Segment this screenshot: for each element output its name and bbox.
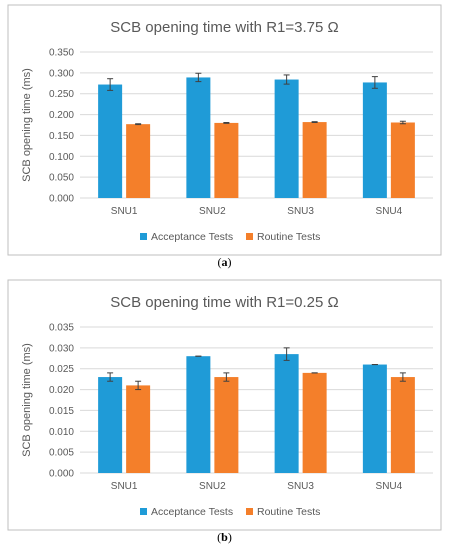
x-tick-label: SNU1 xyxy=(111,481,138,492)
y-tick-label: 0.020 xyxy=(49,385,74,396)
y-tick-label: 0.000 xyxy=(49,194,74,205)
y-tick-label: 0.300 xyxy=(49,68,74,79)
bar-acceptance-snu3 xyxy=(274,79,299,198)
bar-routine-snu1 xyxy=(126,124,151,198)
bar-acceptance-snu3 xyxy=(274,354,299,473)
y-tick-label: 0.025 xyxy=(49,364,74,375)
y-axis-label: SCB opening time (ms) xyxy=(21,68,33,182)
legend-swatch-acceptance xyxy=(140,508,147,515)
y-tick-label: 0.350 xyxy=(49,48,74,59)
legend-label-acceptance: Acceptance Tests xyxy=(151,506,233,518)
bar-routine-snu3 xyxy=(302,372,327,473)
x-tick-label: SNU3 xyxy=(287,206,314,217)
x-tick-label: SNU4 xyxy=(376,481,403,492)
legend-label-acceptance: Acceptance Tests xyxy=(151,231,233,243)
legend-label-routine: Routine Tests xyxy=(257,231,320,243)
chart-title: SCB opening time with R1=3.75 Ω xyxy=(110,19,338,36)
bar-chart-a: SCB opening time with R1=3.75 Ω 0.000 0.05… xyxy=(7,4,442,269)
legend-label-routine: Routine Tests xyxy=(257,506,320,518)
y-tick-label: 0.005 xyxy=(49,448,74,459)
bar-routine-snu4 xyxy=(390,377,415,473)
panel-caption-letter: b xyxy=(221,530,228,544)
bar-routine-snu3 xyxy=(302,122,327,198)
bar-routine-snu2 xyxy=(214,377,239,473)
bar-acceptance-snu2 xyxy=(186,77,211,198)
bar-acceptance-snu1 xyxy=(98,377,123,473)
legend-swatch-routine xyxy=(246,233,253,240)
y-tick-label: 0.035 xyxy=(49,323,74,334)
bar-chart-b: SCB opening time with R1=0.25 Ω 0.000 0.00… xyxy=(7,279,442,544)
x-tick-label: SNU2 xyxy=(199,481,226,492)
x-tick-label: SNU4 xyxy=(376,206,403,217)
y-tick-label: 0.050 xyxy=(49,173,74,184)
panel-caption: (a) xyxy=(218,255,232,269)
bar-acceptance-snu2 xyxy=(186,356,211,473)
y-tick-label: 0.150 xyxy=(49,131,74,142)
x-tick-label: SNU2 xyxy=(199,206,226,217)
y-tick-label: 0.200 xyxy=(49,110,74,121)
bar-acceptance-snu1 xyxy=(98,84,123,198)
bar-routine-snu1 xyxy=(126,385,151,473)
y-tick-label: 0.250 xyxy=(49,89,74,100)
legend-swatch-acceptance xyxy=(140,233,147,240)
y-axis-label: SCB opening time (ms) xyxy=(21,343,33,457)
chart-panel-b: SCB opening time with R1=0.25 Ω 0.000 0.00… xyxy=(0,275,449,547)
y-tick-label: 0.015 xyxy=(49,406,74,417)
bar-routine-snu2 xyxy=(214,122,239,198)
chart-title: SCB opening time with R1=0.25 Ω xyxy=(110,294,338,311)
y-tick-label: 0.100 xyxy=(49,152,74,163)
x-tick-label: SNU1 xyxy=(111,206,138,217)
bar-routine-snu4 xyxy=(390,122,415,198)
x-tick-label: SNU3 xyxy=(287,481,314,492)
y-tick-label: 0.000 xyxy=(49,469,74,480)
legend-swatch-routine xyxy=(246,508,253,515)
y-tick-label: 0.030 xyxy=(49,343,74,354)
y-tick-label: 0.010 xyxy=(49,427,74,438)
bar-acceptance-snu4 xyxy=(362,82,387,198)
panel-caption: (b) xyxy=(217,530,232,544)
panel-caption-letter: a xyxy=(222,255,228,269)
bar-acceptance-snu4 xyxy=(362,364,387,473)
chart-panel-a: SCB opening time with R1=3.75 Ω 0.000 0.05… xyxy=(0,0,449,272)
